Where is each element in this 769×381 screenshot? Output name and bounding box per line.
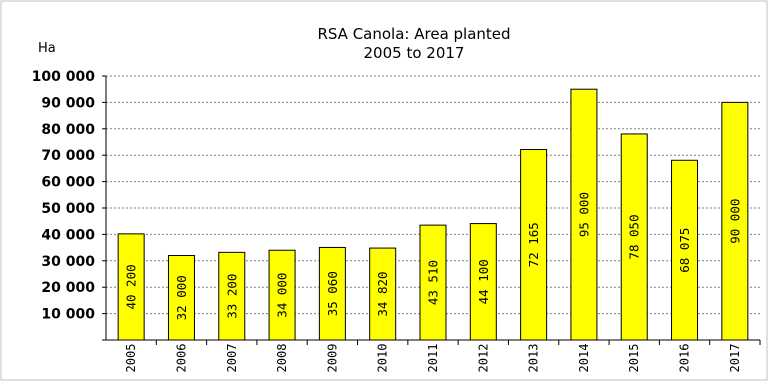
chart-title: RSA Canola: Area planted [317, 25, 510, 43]
y-tick-label: 20 000 [41, 280, 95, 296]
bar [419, 224, 447, 341]
x-tick-label: 2016 [678, 344, 692, 373]
data-label: 40 200 [124, 264, 139, 309]
x-tick-label: 2012 [476, 344, 490, 373]
bar [570, 88, 598, 341]
data-label: 68 075 [677, 228, 692, 273]
x-tick-label: 2017 [728, 344, 742, 373]
x-tick-label: 2010 [376, 344, 390, 373]
data-label: 95 000 [576, 192, 591, 237]
x-tick-label: 2008 [275, 344, 289, 373]
bar [117, 233, 145, 341]
chart-subtitle: 2005 to 2017 [364, 44, 465, 62]
y-tick-label: 10 000 [41, 307, 95, 323]
x-tick-label: 2005 [124, 344, 138, 373]
bar [520, 148, 548, 341]
data-label: 43 510 [426, 260, 441, 305]
bar [167, 255, 195, 341]
bar [620, 133, 648, 341]
x-tick-label: 2015 [627, 344, 641, 373]
y-tick-label: 70 000 [41, 148, 95, 164]
x-tick-label: 2011 [426, 344, 440, 373]
y-tick-label: 30 000 [41, 254, 95, 270]
data-label: 78 050 [627, 214, 642, 259]
bar [469, 223, 497, 341]
y-axis-label: Ha [38, 41, 56, 56]
data-label: 32 000 [174, 275, 189, 320]
plot-area: 10 000 20 000 30 000 40 000 50 000 60 000 70 0… [32, 69, 761, 373]
bar [369, 247, 397, 341]
bar [721, 101, 749, 341]
bar [218, 251, 246, 341]
data-label: 72 165 [526, 222, 541, 267]
bar [318, 246, 346, 341]
y-tick-label: 40 000 [41, 227, 95, 243]
y-tick-label: 60 000 [41, 175, 95, 191]
y-tick-label: 50 000 [41, 201, 95, 217]
data-label: 90 000 [727, 199, 742, 244]
data-label: 34 000 [275, 273, 290, 318]
y-tick-label: 100 000 [32, 69, 96, 85]
y-tick-label: 90 000 [41, 95, 95, 111]
data-label: 33 200 [224, 274, 239, 319]
data-label: 44 100 [476, 259, 491, 304]
x-tick-label: 2013 [527, 344, 541, 373]
x-tick-label: 2009 [325, 344, 339, 373]
x-tick-label: 2007 [225, 344, 239, 373]
x-tick-label: 2014 [577, 344, 591, 373]
data-label: 35 060 [325, 271, 340, 316]
bar [671, 159, 699, 341]
x-tick-label: 2006 [174, 344, 188, 373]
y-tick-label: 80 000 [41, 122, 95, 138]
bar [268, 249, 296, 341]
data-label: 34 820 [375, 271, 390, 316]
